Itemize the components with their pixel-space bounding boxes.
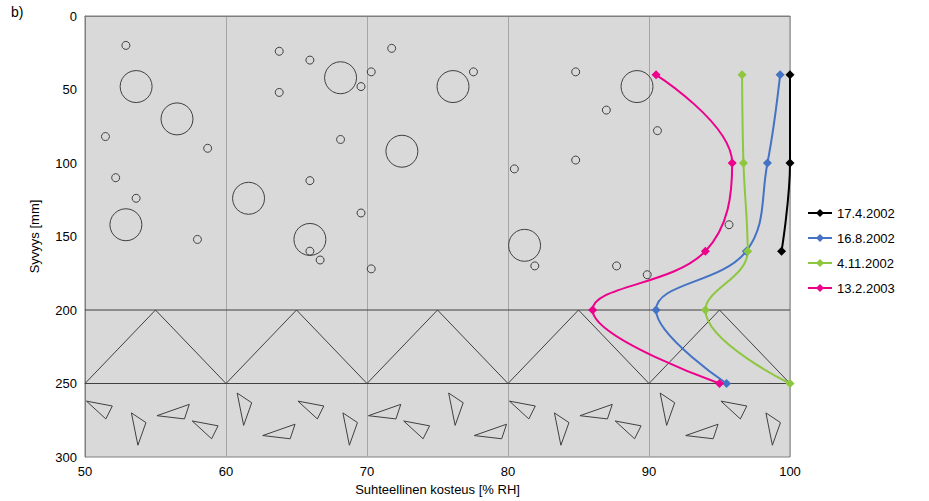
- svg-text:100: 100: [779, 464, 801, 479]
- svg-text:300: 300: [55, 450, 77, 465]
- svg-text:100: 100: [55, 156, 77, 171]
- svg-text:50: 50: [78, 464, 92, 479]
- svg-text:Syvyys [mm]: Syvyys [mm]: [27, 200, 42, 274]
- svg-text:16.8.2002: 16.8.2002: [837, 231, 895, 246]
- svg-text:4.11.2002: 4.11.2002: [837, 256, 894, 271]
- svg-text:80: 80: [501, 464, 515, 479]
- svg-text:60: 60: [219, 464, 233, 479]
- svg-text:90: 90: [642, 464, 656, 479]
- svg-text:70: 70: [360, 464, 374, 479]
- svg-text:0: 0: [70, 9, 77, 24]
- svg-text:150: 150: [55, 229, 77, 244]
- svg-text:200: 200: [55, 303, 77, 318]
- svg-text:b): b): [11, 4, 23, 20]
- svg-text:Suhteellinen kosteus [% RH]: Suhteellinen kosteus [% RH]: [355, 482, 520, 497]
- svg-text:250: 250: [55, 376, 77, 391]
- svg-text:17.4.2002: 17.4.2002: [837, 206, 895, 221]
- svg-text:13.2.2003: 13.2.2003: [837, 281, 895, 296]
- svg-text:50: 50: [63, 82, 77, 97]
